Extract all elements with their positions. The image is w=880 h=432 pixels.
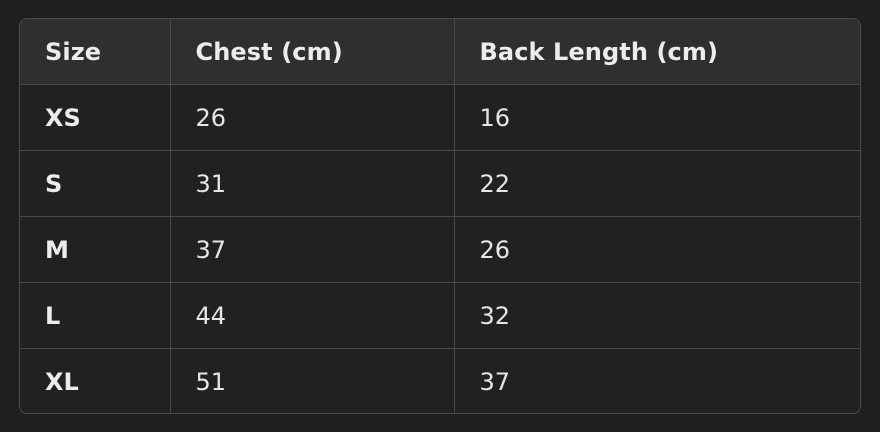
column-header-back-length: Back Length (cm) [454,19,860,85]
table-header-row: Size Chest (cm) Back Length (cm) [20,19,860,85]
column-header-chest: Chest (cm) [170,19,455,85]
chest-cell: 51 [170,348,455,413]
table-row: L 44 32 [20,282,860,349]
chest-cell: 31 [170,150,455,217]
table-header: Size Chest (cm) Back Length (cm) [20,19,860,85]
size-cell: L [20,282,171,349]
chest-cell: 37 [170,216,455,283]
column-header-size: Size [20,19,171,85]
back-length-cell: 26 [454,216,860,283]
size-cell: XS [20,84,171,151]
table-row: S 31 22 [20,150,860,217]
size-cell: XL [20,348,171,413]
size-chart-table: Size Chest (cm) Back Length (cm) XS 26 1… [20,19,860,413]
back-length-cell: 37 [479,367,511,396]
chest-cell: 44 [170,282,455,349]
back-length-cell: 16 [454,84,860,151]
size-chart-table-container: Size Chest (cm) Back Length (cm) XS 26 1… [19,18,861,414]
table-row: XL 51 37 [20,348,860,413]
table-row: XS 26 16 [20,84,860,151]
table-body: XS 26 16 S 31 22 M 37 26 L 44 32 XL 51 [20,84,860,413]
size-cell: S [20,150,171,217]
back-length-cell: 22 [454,150,860,217]
table-row: M 37 26 [20,216,860,283]
chest-cell: 26 [170,84,455,151]
size-cell: M [20,216,171,283]
back-length-cell: 32 [454,282,860,349]
